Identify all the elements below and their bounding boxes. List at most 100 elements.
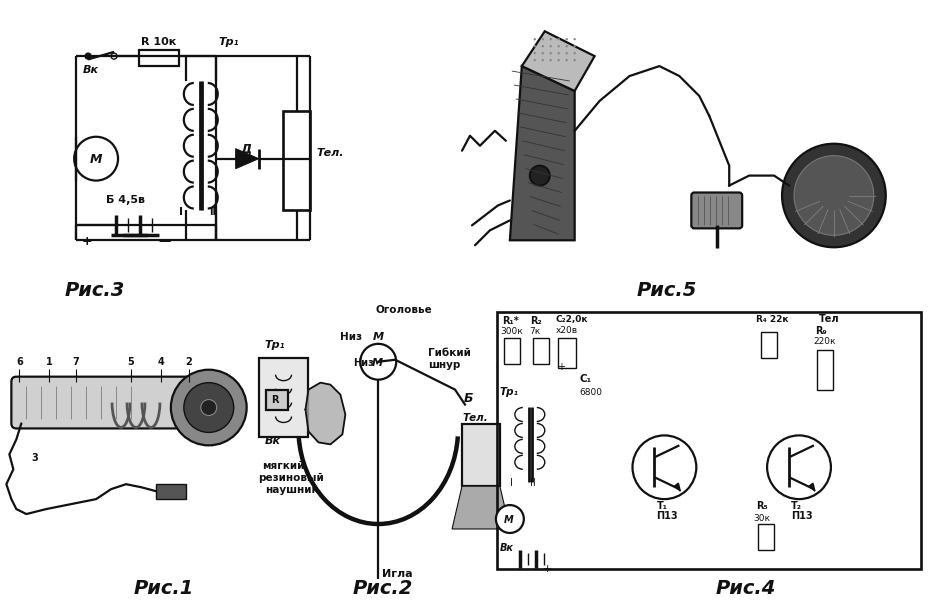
Text: Тел.: Тел. [462,414,488,423]
Text: 6: 6 [16,357,22,367]
Text: 30к: 30к [753,514,770,523]
Text: II: II [530,478,536,488]
Text: 7: 7 [73,357,79,367]
Text: —: — [158,235,171,248]
Circle shape [550,59,552,61]
FancyBboxPatch shape [691,192,742,229]
Text: резиновый: резиновый [258,473,325,483]
Circle shape [74,137,118,181]
Bar [504,338,520,364]
Bar [462,425,500,486]
Circle shape [574,45,576,48]
Bar [139,50,179,66]
Text: —: — [507,564,518,574]
Circle shape [565,52,568,54]
Text: R₉: R₉ [815,326,827,336]
Text: +: + [557,362,564,371]
Text: Б 4,5в: Б 4,5в [106,196,145,205]
Circle shape [558,45,560,48]
Text: М: М [371,357,383,368]
Text: М: М [91,153,103,166]
Circle shape [541,38,544,40]
Circle shape [550,45,552,48]
Text: Т₂: Т₂ [791,501,802,511]
Circle shape [633,436,696,499]
Circle shape [541,52,544,54]
Circle shape [794,156,874,235]
Circle shape [565,45,568,48]
Text: Вк: Вк [500,543,514,553]
Circle shape [171,370,246,445]
Text: R₂: R₂ [530,316,541,326]
Circle shape [574,59,576,61]
FancyBboxPatch shape [11,376,206,428]
Text: М: М [372,332,383,342]
Bar [156,484,186,499]
Circle shape [534,38,536,40]
Text: x20в: x20в [556,326,578,335]
Text: Тр₁: Тр₁ [265,340,285,350]
Text: Рис.4: Рис.4 [716,579,775,598]
Text: R: R [272,395,279,404]
Circle shape [541,59,544,61]
Circle shape [85,53,91,59]
Polygon shape [675,483,680,491]
Circle shape [496,505,523,533]
Text: 6800: 6800 [579,387,603,397]
Text: Вк: Вк [265,436,281,447]
Circle shape [530,166,550,186]
Circle shape [574,38,576,40]
Bar [283,111,311,210]
Circle shape [565,59,568,61]
Text: Б: Б [464,392,474,404]
Polygon shape [809,483,815,491]
Text: Тел: Тел [819,314,840,324]
Circle shape [558,38,560,40]
Bar [266,390,287,409]
Text: R₄ 22к: R₄ 22к [756,315,788,324]
Polygon shape [305,382,345,444]
Circle shape [782,144,885,247]
Bar [558,338,576,368]
Bar [761,332,777,358]
Text: 4: 4 [158,357,164,367]
Circle shape [111,53,117,59]
Text: 220к: 220к [813,337,835,346]
Text: Тел.: Тел. [316,148,344,158]
Text: М: М [504,515,514,525]
Text: Рис.1: Рис.1 [134,579,194,598]
Bar [258,358,309,437]
Polygon shape [522,31,594,91]
Text: наушник: наушник [266,485,319,495]
Text: Рис.3: Рис.3 [64,281,125,300]
Bar [817,350,833,390]
Text: Т₁: Т₁ [657,501,667,511]
Text: Гибкий
шнур: Гибкий шнур [428,348,471,370]
Polygon shape [453,486,509,529]
Circle shape [360,344,397,379]
Text: Игла: Игла [383,569,413,579]
Text: 2: 2 [186,357,192,367]
Text: Оголовье: Оголовье [375,305,432,315]
Text: I: I [179,207,183,218]
Text: R₁*: R₁* [502,316,519,326]
Text: Рис.2: Рис.2 [353,579,413,598]
Circle shape [558,52,560,54]
Text: Вк: Вк [83,65,99,75]
Text: 300к: 300к [500,327,522,336]
Bar [497,312,921,569]
Text: C₁: C₁ [579,374,592,384]
Circle shape [541,45,544,48]
Text: R₅: R₅ [756,501,768,511]
Bar [533,338,549,364]
Circle shape [550,38,552,40]
Bar [759,524,774,550]
Text: Д: Д [241,143,252,156]
Text: +: + [543,564,552,574]
Text: Тр₁: Тр₁ [218,37,239,47]
Text: Тр₁: Тр₁ [500,387,519,397]
Polygon shape [236,148,258,169]
Circle shape [767,436,831,499]
Text: 5: 5 [128,357,134,367]
Text: C₂2,0к: C₂2,0к [556,315,588,324]
